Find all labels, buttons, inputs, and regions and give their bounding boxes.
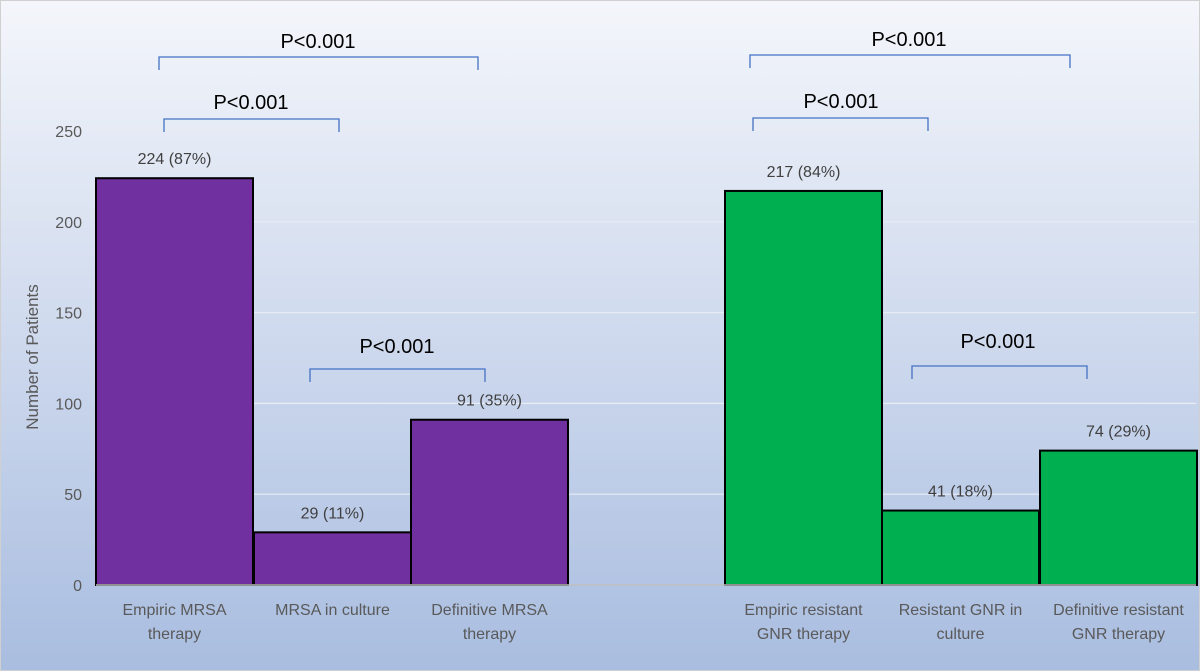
bar xyxy=(1039,449,1198,586)
bar xyxy=(253,531,412,586)
bar xyxy=(881,509,1040,587)
data-label: 91 (35%) xyxy=(457,393,522,410)
significance-bracket xyxy=(752,117,929,131)
x-tick-label: Empiric resistant xyxy=(744,602,863,619)
bar xyxy=(95,177,254,586)
data-label: 29 (11%) xyxy=(301,505,365,522)
bars xyxy=(95,177,1198,587)
y-tick-label: 150 xyxy=(55,306,82,323)
significance-bracket xyxy=(158,56,479,70)
gridlines xyxy=(96,130,1196,495)
significance-bracket xyxy=(163,118,340,132)
y-axis-title: Number of Patients xyxy=(23,284,42,430)
bar xyxy=(724,189,883,586)
data-label: 74 (29%) xyxy=(1086,424,1151,441)
x-tick-label: Definitive MRSA xyxy=(431,602,548,619)
significance-bracket xyxy=(911,365,1088,379)
x-tick-label: GNR therapy xyxy=(757,626,850,643)
y-tick-label: 0 xyxy=(73,578,82,595)
p-value-label: P<0.001 xyxy=(280,31,355,53)
significance-brackets: P<0.001 P<0.001 P<0.001 P<0.001 P<0.001 P<0.0… xyxy=(158,29,1088,382)
data-label: 41 (18%) xyxy=(928,484,993,501)
y-tick-label: 200 xyxy=(55,215,82,232)
significance-bracket xyxy=(749,54,1071,68)
x-tick-label: culture xyxy=(936,626,984,643)
p-value-label: P<0.001 xyxy=(359,336,434,358)
significance-bracket xyxy=(309,368,486,382)
x-tick-label: Resistant GNR in xyxy=(899,602,1023,619)
x-tick-label: Empiric MRSA xyxy=(122,602,226,619)
p-value-label: P<0.001 xyxy=(213,92,288,114)
y-tick-label: 250 xyxy=(55,124,82,141)
labels: 0 50 100 150 200 250 224 (87%) Empiric MRSA ther… xyxy=(55,124,1184,643)
p-value-label: P<0.001 xyxy=(871,29,946,51)
data-label: 217 (84%) xyxy=(767,164,841,181)
x-tick-label: therapy xyxy=(463,626,516,643)
x-tick-label: MRSA in culture xyxy=(275,602,390,619)
y-tick-label: 50 xyxy=(64,487,82,504)
x-tick-label: Definitive resistant xyxy=(1053,602,1184,619)
y-tick-label: 100 xyxy=(55,396,82,413)
p-value-label: P<0.001 xyxy=(803,91,878,113)
x-tick-label: therapy xyxy=(148,626,201,643)
p-value-label: P<0.001 xyxy=(960,331,1035,353)
x-tick-label: GNR therapy xyxy=(1072,626,1165,643)
bar xyxy=(410,418,569,586)
data-label: 224 (87%) xyxy=(138,151,212,168)
